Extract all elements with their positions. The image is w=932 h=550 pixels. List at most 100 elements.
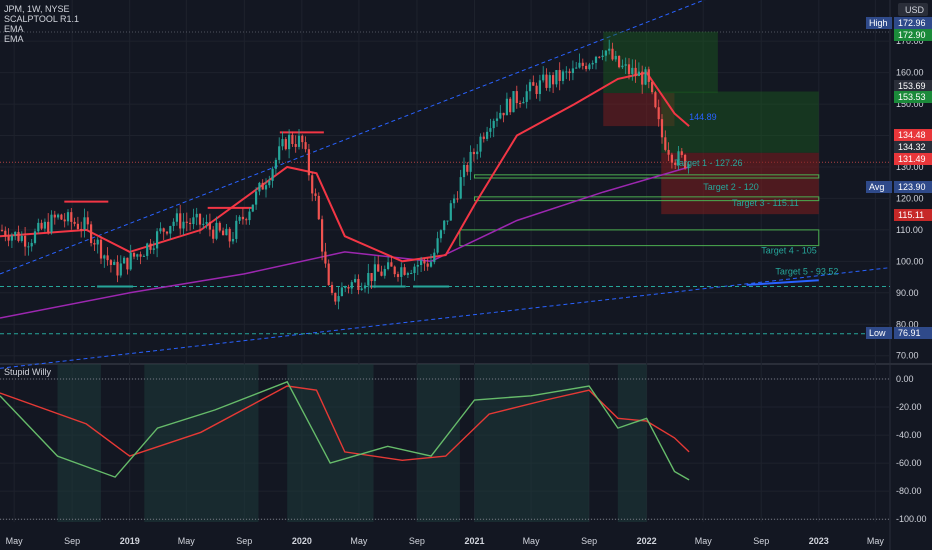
price-tick-label: 90.00 [896, 288, 919, 298]
price-tag [894, 141, 932, 153]
candle-body [618, 55, 621, 68]
candle-body [152, 248, 155, 250]
candle-body [261, 182, 264, 190]
candles [0, 39, 690, 310]
candle-body [538, 80, 541, 95]
candle-body [146, 243, 149, 256]
upper-trendline [0, 0, 706, 275]
candle-body [228, 228, 231, 242]
price-tick-label: 120.00 [896, 193, 924, 203]
candle-body [479, 136, 482, 152]
candle-body [321, 219, 324, 252]
candle-body [301, 135, 304, 143]
candle-body [456, 198, 459, 200]
candle-body [614, 55, 617, 60]
candle-body [651, 81, 654, 93]
candle-body [172, 221, 175, 227]
candle-body [380, 271, 383, 276]
candle-body [548, 75, 551, 88]
candle-body [294, 144, 297, 147]
candle-body [311, 175, 314, 194]
candle-body [519, 103, 522, 105]
price-tick-label: 100.00 [896, 256, 924, 266]
candle-body [561, 71, 565, 81]
price-tag [894, 80, 932, 92]
candle-body [278, 146, 281, 160]
candle-body [416, 265, 419, 267]
candle-body [116, 261, 119, 276]
candle-body [601, 55, 604, 57]
candle-body [192, 217, 195, 225]
candle-body [63, 219, 66, 222]
candle-body [24, 235, 27, 247]
osc-zone [474, 364, 590, 522]
candle-body [47, 221, 50, 233]
price-tag-value: 172.96 [898, 18, 926, 28]
candle-body [383, 269, 386, 276]
time-tick-label: May [867, 536, 885, 546]
osc-line-2 [0, 380, 690, 481]
price-tag [894, 209, 932, 221]
candle-body [555, 70, 558, 85]
candle-body [644, 69, 647, 85]
time-tick-label: 2020 [292, 536, 312, 546]
price-tag-label: Low [869, 328, 886, 338]
candle-body [472, 151, 475, 155]
candle-body [27, 246, 30, 248]
candle-body [291, 134, 294, 145]
osc-tick-label: -60.00 [896, 458, 922, 468]
candle-body [80, 228, 83, 230]
candle-body [581, 62, 584, 66]
osc-zone [144, 364, 259, 522]
target-label: Target 5 - 93.52 [775, 267, 838, 277]
candle-body [466, 165, 469, 172]
symbol-title: JPM, 1W, NYSE [4, 4, 70, 14]
time-tick-label: Sep [753, 536, 769, 546]
candle-body [624, 64, 627, 66]
candle-body [337, 296, 340, 302]
price-tag-label: High [869, 18, 888, 28]
price-tag-label-bg [866, 181, 892, 193]
time-tick-label: Sep [236, 536, 252, 546]
candle-body [568, 71, 571, 74]
candle-body [558, 70, 561, 81]
candle-body [453, 198, 456, 204]
candle-body [446, 220, 449, 222]
candle-body [317, 195, 320, 220]
price-tag [894, 17, 932, 29]
candle-body [664, 137, 667, 150]
candle-body [297, 135, 301, 147]
candle-body [238, 216, 241, 221]
candle-body [363, 285, 367, 289]
candle-body [208, 221, 211, 230]
candle-body [429, 262, 433, 267]
candle-body [631, 67, 634, 74]
candle-body [215, 222, 218, 239]
candle-body [274, 159, 277, 169]
osc-zone [617, 364, 647, 522]
price-tag-value: 153.53 [898, 92, 926, 102]
candle-body [637, 71, 640, 77]
candle-body [86, 217, 89, 225]
osc-zone [287, 364, 374, 522]
candle-body [123, 257, 126, 264]
candle-body [169, 226, 172, 234]
candle-body [654, 92, 657, 108]
candle-body [76, 223, 79, 229]
candle-body [73, 221, 76, 224]
price-tick-label: 130.00 [896, 162, 924, 172]
time-tick-label: Sep [581, 536, 597, 546]
candle-body [271, 168, 274, 181]
candle-body [370, 273, 373, 282]
candle-body [132, 252, 136, 257]
candle-body [109, 260, 112, 265]
candle-body [7, 236, 10, 241]
candle-body [677, 151, 680, 165]
price-tick-label: 80.00 [896, 319, 919, 329]
candle-body [627, 64, 631, 74]
time-tick-label: 2022 [637, 536, 657, 546]
candle-body [202, 223, 205, 225]
candle-body [284, 139, 287, 150]
candle-body [142, 255, 145, 257]
